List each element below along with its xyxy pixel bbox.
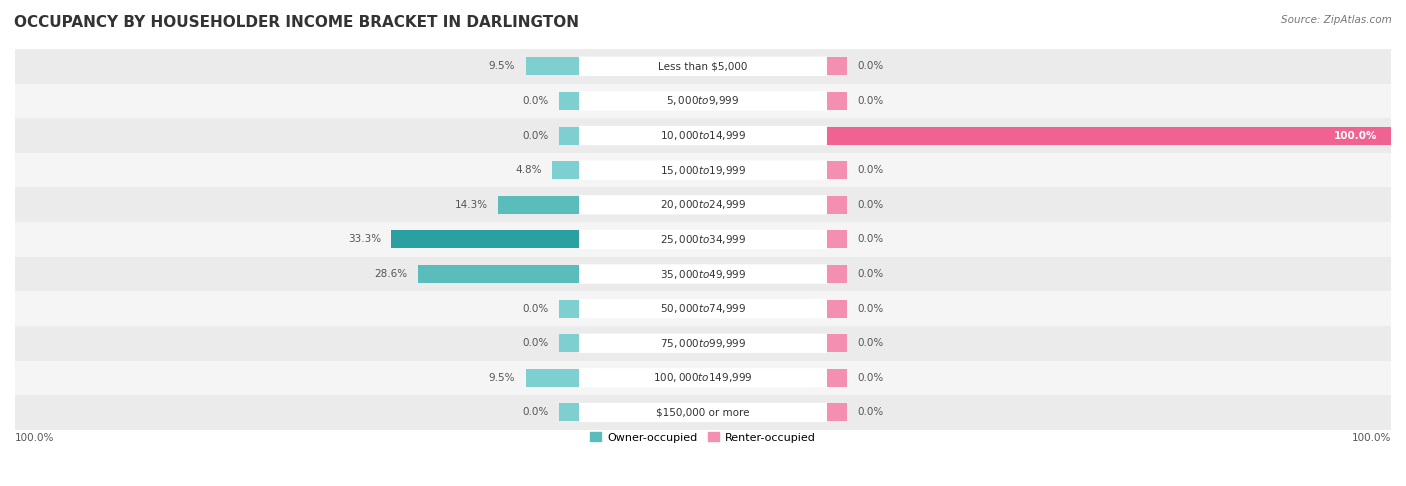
Bar (526, 57, 579, 75)
Bar (558, 300, 579, 318)
FancyBboxPatch shape (579, 91, 827, 111)
Bar (558, 126, 579, 144)
Text: $10,000 to $14,999: $10,000 to $14,999 (659, 129, 747, 142)
Text: OCCUPANCY BY HOUSEHOLDER INCOME BRACKET IN DARLINGTON: OCCUPANCY BY HOUSEHOLDER INCOME BRACKET … (14, 15, 579, 30)
Text: 0.0%: 0.0% (522, 304, 548, 313)
Text: $150,000 or more: $150,000 or more (657, 407, 749, 417)
Text: 0.0%: 0.0% (858, 234, 884, 244)
Text: 14.3%: 14.3% (456, 200, 488, 210)
Bar (15, 118, 1391, 153)
Text: $100,000 to $149,999: $100,000 to $149,999 (654, 371, 752, 384)
Text: $35,000 to $49,999: $35,000 to $49,999 (659, 267, 747, 280)
Text: 0.0%: 0.0% (858, 96, 884, 106)
Bar (827, 126, 1391, 144)
Bar (827, 230, 848, 248)
Bar (827, 196, 848, 214)
FancyBboxPatch shape (579, 160, 827, 180)
Bar (827, 369, 848, 387)
Text: 0.0%: 0.0% (858, 338, 884, 348)
Text: 0.0%: 0.0% (858, 61, 884, 71)
FancyBboxPatch shape (579, 299, 827, 318)
Bar (15, 326, 1391, 361)
Text: $20,000 to $24,999: $20,000 to $24,999 (659, 198, 747, 211)
Bar (391, 230, 579, 248)
Bar (15, 257, 1391, 291)
Text: 0.0%: 0.0% (858, 165, 884, 175)
Bar (15, 84, 1391, 118)
Bar (15, 49, 1391, 84)
FancyBboxPatch shape (579, 126, 827, 145)
Text: 100.0%: 100.0% (1334, 131, 1378, 140)
Bar (827, 265, 848, 283)
Text: Source: ZipAtlas.com: Source: ZipAtlas.com (1281, 15, 1392, 25)
Bar (827, 403, 848, 421)
Text: 9.5%: 9.5% (489, 373, 515, 383)
Bar (827, 334, 848, 352)
Text: 33.3%: 33.3% (347, 234, 381, 244)
Legend: Owner-occupied, Renter-occupied: Owner-occupied, Renter-occupied (586, 428, 820, 447)
Bar (15, 361, 1391, 395)
Text: 0.0%: 0.0% (522, 338, 548, 348)
Bar (499, 196, 579, 214)
Bar (827, 300, 848, 318)
Text: 0.0%: 0.0% (858, 269, 884, 279)
Bar (553, 161, 579, 179)
Bar (827, 92, 848, 110)
Text: Less than $5,000: Less than $5,000 (658, 61, 748, 71)
FancyBboxPatch shape (579, 57, 827, 76)
Text: 0.0%: 0.0% (522, 131, 548, 140)
Text: $5,000 to $9,999: $5,000 to $9,999 (666, 94, 740, 107)
Bar (558, 334, 579, 352)
Text: 0.0%: 0.0% (858, 407, 884, 417)
Text: 100.0%: 100.0% (1351, 434, 1391, 443)
Text: $75,000 to $99,999: $75,000 to $99,999 (659, 337, 747, 350)
Bar (418, 265, 579, 283)
Bar (15, 153, 1391, 188)
Text: 0.0%: 0.0% (858, 373, 884, 383)
Bar (558, 92, 579, 110)
FancyBboxPatch shape (579, 195, 827, 214)
Text: 0.0%: 0.0% (522, 407, 548, 417)
FancyBboxPatch shape (579, 403, 827, 422)
Text: 9.5%: 9.5% (489, 61, 515, 71)
Text: 0.0%: 0.0% (858, 304, 884, 313)
Bar (827, 57, 848, 75)
Text: $50,000 to $74,999: $50,000 to $74,999 (659, 302, 747, 315)
Bar (15, 222, 1391, 257)
Text: $15,000 to $19,999: $15,000 to $19,999 (659, 164, 747, 177)
Text: 4.8%: 4.8% (515, 165, 541, 175)
Text: $25,000 to $34,999: $25,000 to $34,999 (659, 233, 747, 246)
FancyBboxPatch shape (579, 333, 827, 353)
Text: 0.0%: 0.0% (522, 96, 548, 106)
Text: 100.0%: 100.0% (15, 434, 55, 443)
Bar (15, 188, 1391, 222)
Text: 28.6%: 28.6% (374, 269, 408, 279)
Bar (15, 395, 1391, 430)
FancyBboxPatch shape (579, 264, 827, 284)
FancyBboxPatch shape (579, 230, 827, 249)
Bar (827, 161, 848, 179)
FancyBboxPatch shape (579, 368, 827, 387)
Bar (526, 369, 579, 387)
Bar (15, 291, 1391, 326)
Text: 0.0%: 0.0% (858, 200, 884, 210)
Bar (558, 403, 579, 421)
